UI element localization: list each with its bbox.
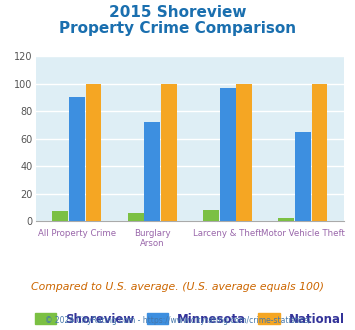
Text: Compared to U.S. average. (U.S. average equals 100): Compared to U.S. average. (U.S. average … <box>31 282 324 292</box>
Legend: Shoreview, Minnesota, National: Shoreview, Minnesota, National <box>35 313 345 326</box>
Text: All Property Crime: All Property Crime <box>38 229 116 238</box>
Bar <box>69 97 85 221</box>
Bar <box>53 212 68 221</box>
Bar <box>144 122 160 221</box>
Bar <box>161 83 177 221</box>
Bar <box>278 218 294 221</box>
Text: Motor Vehicle Theft: Motor Vehicle Theft <box>261 229 345 238</box>
Bar <box>128 213 144 221</box>
Text: Larceny & Theft: Larceny & Theft <box>193 229 262 238</box>
Bar <box>203 210 219 221</box>
Bar <box>220 88 236 221</box>
Bar <box>86 83 102 221</box>
Text: Property Crime Comparison: Property Crime Comparison <box>59 21 296 36</box>
Text: Burglary: Burglary <box>134 229 170 238</box>
Bar <box>312 83 327 221</box>
Bar <box>236 83 252 221</box>
Bar <box>295 132 311 221</box>
Text: 2015 Shoreview: 2015 Shoreview <box>109 5 246 20</box>
Text: © 2024 CityRating.com - https://www.cityrating.com/crime-statistics/: © 2024 CityRating.com - https://www.city… <box>45 316 310 325</box>
Text: Arson: Arson <box>140 239 165 248</box>
